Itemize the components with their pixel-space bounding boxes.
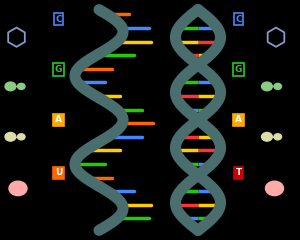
Circle shape: [9, 181, 27, 196]
Text: U: U: [55, 168, 62, 177]
Circle shape: [274, 134, 281, 140]
Circle shape: [262, 82, 272, 91]
Circle shape: [274, 83, 281, 90]
Text: C: C: [235, 15, 242, 24]
Text: G: G: [235, 65, 242, 74]
Circle shape: [5, 82, 16, 91]
Circle shape: [17, 134, 25, 140]
Text: A: A: [235, 115, 242, 125]
Text: T: T: [236, 168, 242, 177]
Circle shape: [5, 132, 16, 141]
Text: G: G: [55, 65, 62, 74]
Text: A: A: [55, 115, 62, 125]
Circle shape: [266, 181, 284, 196]
Circle shape: [262, 132, 272, 141]
Text: C: C: [55, 15, 62, 24]
Circle shape: [17, 83, 25, 90]
